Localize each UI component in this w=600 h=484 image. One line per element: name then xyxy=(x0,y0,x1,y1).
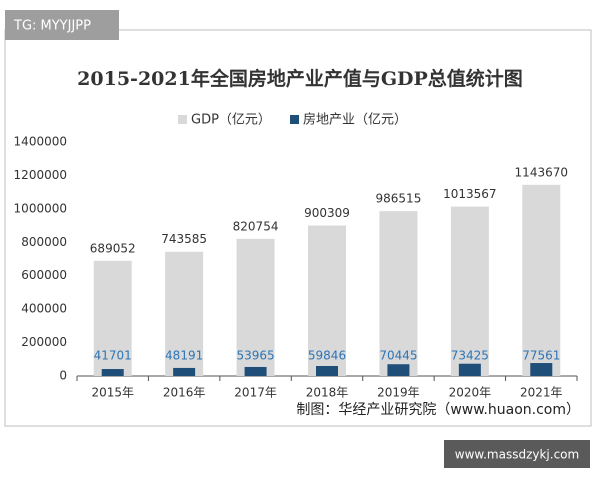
x-tick-label: 2017年 xyxy=(234,386,277,400)
data-label: 41701 xyxy=(94,349,132,363)
bar xyxy=(165,251,204,376)
y-tick-label: 800000 xyxy=(21,235,67,249)
bar xyxy=(308,225,346,376)
source-note: 制图：华经产业研究院（www.huaon.com） xyxy=(296,402,580,418)
y-tick-label: 1200000 xyxy=(14,168,67,182)
x-tick-label: 2019年 xyxy=(377,386,420,400)
bar xyxy=(93,260,132,376)
y-tick-label: 1000000 xyxy=(14,201,67,215)
bar xyxy=(450,206,489,376)
bar xyxy=(522,184,561,376)
data-label: 689052 xyxy=(90,241,136,255)
data-label: 1143670 xyxy=(515,165,568,179)
bar xyxy=(530,363,553,376)
data-label: 70445 xyxy=(379,349,417,363)
x-tick-label: 2016年 xyxy=(163,386,206,400)
bar xyxy=(387,364,410,376)
data-label: 1013567 xyxy=(443,187,496,201)
y-tick-label: 200000 xyxy=(21,335,67,349)
legend-label: 房地产业（亿元） xyxy=(303,112,407,128)
data-label: 900309 xyxy=(304,206,350,220)
legend-swatch xyxy=(178,115,187,124)
chart-title: 2015-2021年全国房地产业产值与GDP总值统计图 xyxy=(77,67,523,90)
legend-swatch xyxy=(290,115,299,124)
watermark-box xyxy=(5,10,119,40)
x-tick-label: 2020年 xyxy=(449,386,492,400)
x-tick-label: 2015年 xyxy=(91,386,134,400)
y-tick-label: 600000 xyxy=(21,268,67,282)
bar xyxy=(316,365,338,376)
data-label: 743585 xyxy=(161,232,207,246)
bar xyxy=(101,369,124,376)
data-label: 59846 xyxy=(308,349,346,363)
data-label: 77561 xyxy=(522,349,560,363)
bar xyxy=(244,366,267,376)
bar xyxy=(379,211,418,376)
y-tick-label: 0 xyxy=(59,369,67,383)
watermark: www.massdzykj.com xyxy=(455,448,579,462)
data-label: 986515 xyxy=(376,192,422,206)
data-label: 53965 xyxy=(236,349,274,363)
data-label: 820754 xyxy=(233,219,279,233)
watermark-box xyxy=(444,440,590,468)
bar xyxy=(173,367,196,376)
x-tick-label: 2021年 xyxy=(520,386,563,400)
y-tick-label: 1400000 xyxy=(14,135,67,149)
data-label: 73425 xyxy=(451,349,489,363)
bar xyxy=(458,363,481,376)
bar xyxy=(236,238,275,376)
data-label: 48191 xyxy=(165,349,203,363)
legend-label: GDP（亿元） xyxy=(191,113,271,128)
y-tick-label: 400000 xyxy=(21,302,67,316)
x-tick-label: 2018年 xyxy=(306,386,349,400)
watermark: TG: MYYJJPP xyxy=(13,19,91,34)
